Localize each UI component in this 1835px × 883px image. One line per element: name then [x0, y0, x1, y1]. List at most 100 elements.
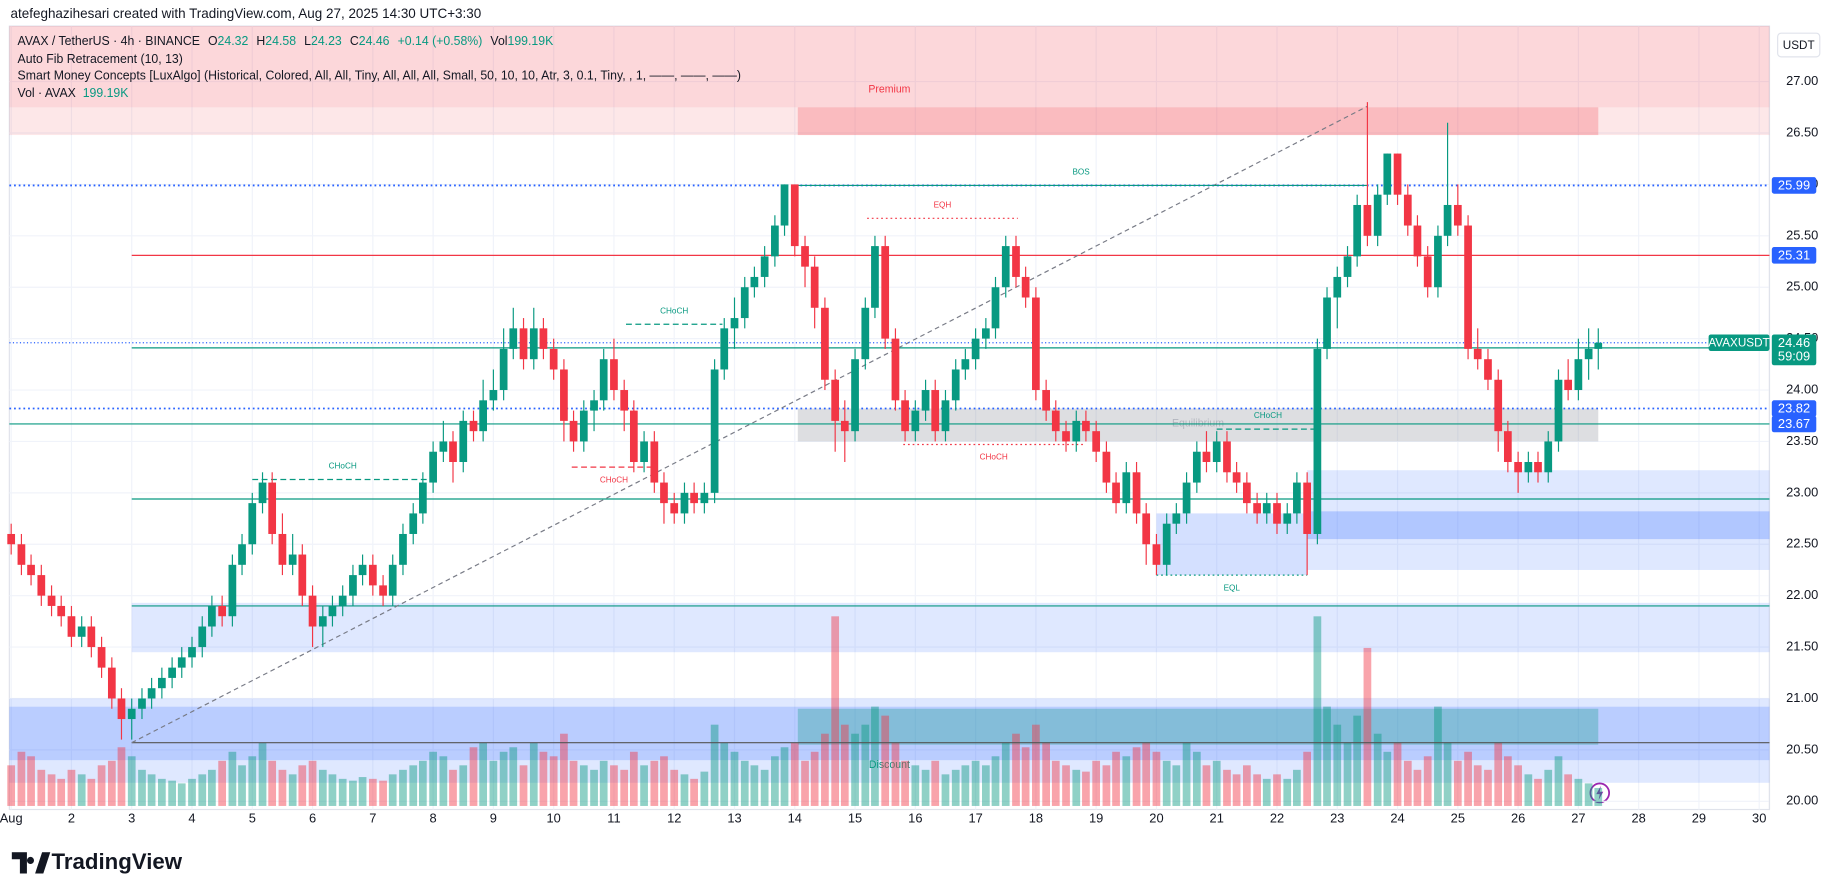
volume-bar	[871, 706, 879, 806]
x-tick-label: 10	[547, 810, 561, 825]
candle-body	[7, 533, 16, 545]
volume-bar	[499, 751, 508, 806]
volume-bar	[740, 760, 749, 806]
candle-body	[1544, 441, 1553, 473]
candle-body	[1232, 472, 1241, 483]
zone-label: Discount	[869, 759, 910, 771]
candle-body	[760, 256, 769, 277]
volume-bar	[1082, 771, 1090, 806]
currency-box[interactable]	[1777, 32, 1821, 58]
volume-bar	[1313, 616, 1322, 806]
volume-bar	[1202, 765, 1211, 806]
candle-body	[419, 482, 427, 514]
volume-bar	[198, 774, 207, 806]
y-tick-label: 26.50	[1786, 124, 1818, 139]
candle-body	[921, 390, 930, 411]
candle-body	[47, 595, 56, 606]
logo	[11, 852, 51, 874]
candle-body	[1192, 451, 1201, 483]
volume-bar	[710, 724, 719, 806]
candle-body	[288, 554, 297, 565]
x-tick-label: 17	[968, 810, 982, 825]
candle-body	[379, 585, 387, 596]
candle-body	[1102, 451, 1111, 483]
candle-body	[499, 348, 508, 391]
volume-bar	[1373, 733, 1382, 806]
zone	[9, 26, 1770, 108]
candle-body	[720, 328, 729, 370]
vol-value: 199.19K	[507, 34, 554, 49]
candle-body	[17, 544, 26, 565]
volume-bar	[821, 733, 829, 806]
volume-bar	[1102, 765, 1111, 806]
l-key: L	[304, 34, 312, 49]
candle-body	[951, 369, 960, 401]
x-tick-label: 7	[369, 810, 376, 825]
y-tick-label: 20.50	[1786, 741, 1818, 756]
volume-bar	[1212, 760, 1221, 806]
x-tick-label: Aug	[0, 810, 23, 825]
volume-bar	[1283, 778, 1292, 806]
candle-body	[388, 564, 397, 596]
volume-bar	[861, 724, 870, 806]
candle-body	[509, 328, 518, 349]
candle-body	[1253, 503, 1261, 514]
volume-bar	[1303, 751, 1311, 806]
volume-bar	[1032, 724, 1040, 806]
volume-bar	[107, 760, 116, 806]
price-tag-label: 25.99	[1778, 177, 1810, 192]
candle-body	[399, 533, 407, 565]
volume-bar	[1192, 751, 1201, 806]
x-tick-label: 6	[309, 810, 316, 825]
x-tick-label: 27	[1571, 810, 1585, 825]
volume-bar	[569, 760, 578, 806]
candle-body	[1514, 462, 1522, 473]
zone	[1156, 513, 1308, 576]
x-tick-label: 4	[188, 810, 195, 825]
price-tag-label: 25.31	[1778, 247, 1810, 262]
volume-bar	[560, 733, 568, 806]
candle-body	[740, 287, 749, 319]
candle-body	[1012, 246, 1020, 277]
o-value: 24.32	[217, 34, 249, 49]
volume-bar	[138, 769, 146, 806]
volume-bar	[147, 774, 156, 806]
indicator-line: Vol · AVAX 199.19K	[18, 85, 741, 102]
indicator[interactable]: Auto Fib Retracement (10, 13)	[17, 51, 183, 66]
candle-body	[1594, 342, 1603, 349]
volume-bar	[961, 765, 970, 806]
volume-bar	[680, 774, 689, 806]
y-tick-label: 24.00	[1786, 381, 1818, 396]
indicator[interactable]: Smart Money Concepts [LuxAlgo] (Historic…	[17, 68, 742, 83]
candle-body	[1072, 420, 1081, 442]
volume-bar	[349, 780, 357, 806]
candle-body	[1434, 235, 1442, 288]
volume-bar	[1323, 706, 1331, 806]
candle-body	[1503, 431, 1512, 463]
candle-body	[831, 379, 840, 421]
candle-body	[1524, 462, 1533, 473]
candle-body	[891, 338, 900, 401]
volume-bar	[1172, 765, 1181, 806]
volume-bar	[1363, 647, 1372, 806]
x-tick-label: 23	[1330, 810, 1344, 825]
currency-label: USDT	[1783, 39, 1815, 52]
candle-body	[57, 605, 66, 617]
candle-body	[489, 390, 498, 401]
y-tick-label: 25.50	[1786, 227, 1818, 242]
volume-bar	[640, 765, 648, 806]
candle-body	[358, 564, 367, 576]
volume-bar	[368, 778, 377, 806]
price-tag-label: 23.82	[1778, 401, 1810, 416]
volume-bar	[288, 774, 297, 806]
candle-body	[198, 626, 207, 648]
volume-bar	[881, 715, 890, 806]
indicator[interactable]: Vol · AVAX	[17, 85, 76, 101]
last-price-tag	[1771, 334, 1817, 366]
x-tick-label: 22	[1270, 810, 1284, 825]
candle-body	[318, 616, 327, 627]
volume-bar	[268, 760, 277, 806]
symbol-tag-label: AVAXUSDT	[1708, 336, 1769, 349]
volume-bar	[37, 769, 46, 806]
candle-body	[107, 667, 116, 699]
